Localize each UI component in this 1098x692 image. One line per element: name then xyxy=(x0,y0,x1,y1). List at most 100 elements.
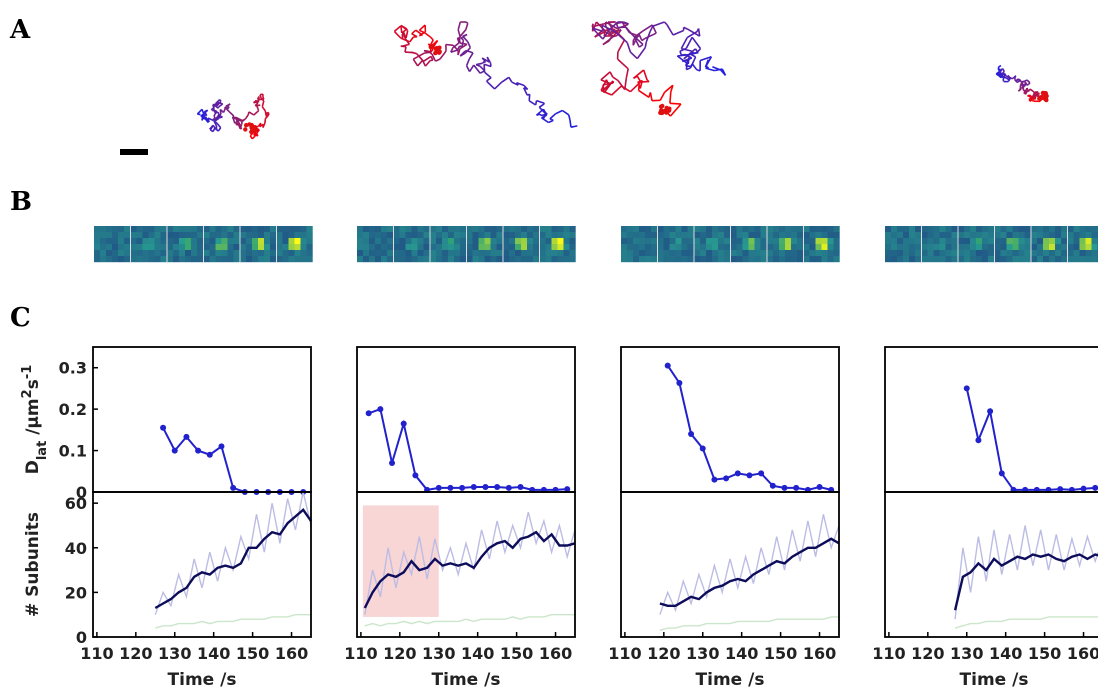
image-pixel xyxy=(964,256,970,262)
image-pixel xyxy=(633,250,639,256)
image-pixel xyxy=(204,244,210,250)
image-pixel xyxy=(767,232,773,238)
image-pixel xyxy=(394,232,400,238)
x-tick-label: 120 xyxy=(911,644,944,663)
image-pixel xyxy=(546,232,552,238)
image-pixel xyxy=(810,250,816,256)
image-pixel xyxy=(761,244,767,250)
image-pixel xyxy=(258,238,264,244)
data-point xyxy=(482,484,488,490)
trajectory-segment xyxy=(1032,101,1035,102)
image-pixel xyxy=(706,238,712,244)
image-pixel xyxy=(155,250,161,256)
image-pixel xyxy=(700,250,706,256)
image-pixel xyxy=(155,226,161,232)
image-pixel xyxy=(1086,226,1092,232)
image-pixel xyxy=(651,244,657,250)
trajectory-segment xyxy=(502,77,509,82)
image-pixel xyxy=(1068,244,1074,250)
image-pixel xyxy=(381,226,387,232)
trajectory-start xyxy=(251,128,255,132)
data-point xyxy=(688,431,694,437)
trajectory-segment xyxy=(467,66,470,72)
image-pixel xyxy=(1007,256,1013,262)
image-pixel xyxy=(903,250,909,256)
image-pixel xyxy=(976,232,982,238)
trajectory-segment xyxy=(542,118,549,123)
image-pixel xyxy=(718,256,724,262)
image-pixel xyxy=(460,244,466,250)
image-pixel xyxy=(946,250,952,256)
data-point xyxy=(436,485,442,491)
image-pixel xyxy=(1025,250,1031,256)
image-pixel xyxy=(406,226,412,232)
trajectory-start xyxy=(243,127,247,131)
image-pixel xyxy=(570,226,576,232)
image-pixel xyxy=(191,256,197,262)
trajectory-segment xyxy=(1024,85,1025,86)
trajectory-segment xyxy=(627,43,630,53)
image-pixel xyxy=(718,226,724,232)
image-pixel xyxy=(1001,232,1007,238)
image-pixel xyxy=(479,232,485,238)
image-pixel xyxy=(375,238,381,244)
image-pixel xyxy=(934,238,940,244)
image-pixel xyxy=(222,238,228,244)
image-pixel xyxy=(645,244,651,250)
image-pixel xyxy=(430,256,436,262)
image-pixel xyxy=(797,226,803,232)
image-pixel xyxy=(246,226,252,232)
image-pixel xyxy=(676,250,682,256)
image-pixel xyxy=(167,244,173,250)
trajectory-segment xyxy=(213,120,214,121)
image-pixel xyxy=(167,226,173,232)
image-pixel xyxy=(785,232,791,238)
image-pixel xyxy=(234,232,240,238)
image-pixel xyxy=(191,232,197,238)
image-pixel xyxy=(785,250,791,256)
highlight-region xyxy=(363,505,439,617)
image-pixel xyxy=(564,244,570,250)
image-pixel xyxy=(197,244,203,250)
image-pixel xyxy=(270,238,276,244)
image-pixel xyxy=(1074,256,1080,262)
image-pixel xyxy=(394,256,400,262)
image-pixel xyxy=(210,250,216,256)
image-pixel xyxy=(676,256,682,262)
trajectory-segment xyxy=(265,111,266,117)
image-pixel xyxy=(651,256,657,262)
image-pixel xyxy=(988,256,994,262)
trajectory-start xyxy=(1037,96,1041,100)
image-pixel xyxy=(191,238,197,244)
image-pixel xyxy=(639,256,645,262)
image-pixel xyxy=(106,256,112,262)
trajectory-segment xyxy=(405,47,406,52)
trajectory-start xyxy=(660,111,664,115)
image-pixel xyxy=(1019,238,1025,244)
image-pixel xyxy=(143,256,149,262)
image-pixel xyxy=(283,226,289,232)
series-line xyxy=(155,615,311,628)
image-pixel xyxy=(922,232,928,238)
image-pixel xyxy=(682,226,688,232)
image-pixel xyxy=(406,238,412,244)
image-pixel xyxy=(797,232,803,238)
data-point xyxy=(975,437,981,443)
image-pixel xyxy=(412,226,418,232)
image-pixel xyxy=(228,238,234,244)
image-pixel xyxy=(1019,244,1025,250)
image-pixel xyxy=(903,238,909,244)
image-pixel xyxy=(442,244,448,250)
image-pixel xyxy=(258,226,264,232)
image-pixel xyxy=(491,238,497,244)
image-pixel xyxy=(503,250,509,256)
image-pixel xyxy=(143,226,149,232)
image-pixel xyxy=(222,250,228,256)
image-pixel xyxy=(934,244,940,250)
image-pixel xyxy=(503,238,509,244)
image-pixel xyxy=(976,244,982,250)
image-pixel xyxy=(546,256,552,262)
image-pixel xyxy=(369,232,375,238)
data-point xyxy=(711,477,717,483)
image-pixel xyxy=(658,232,664,238)
